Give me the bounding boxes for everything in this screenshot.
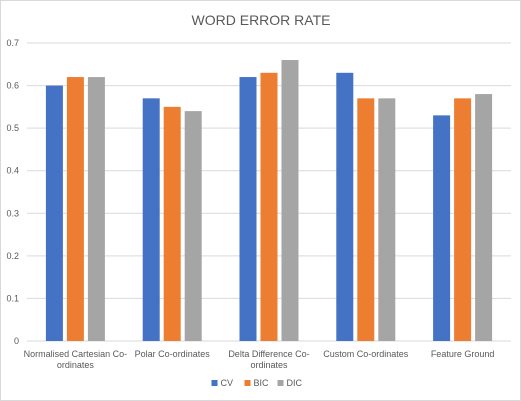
bar-cv [45, 85, 63, 341]
legend-label-bic: BIC [254, 378, 270, 388]
y-axis: 0 0.1 0.2 0.3 0.4 0.5 0.6 0.7 [6, 38, 19, 346]
bar-bic [163, 106, 181, 341]
x-category-label: Custom Co-ordinates [323, 349, 409, 359]
legend-swatch-dic [277, 380, 284, 386]
bar-dic [184, 111, 202, 341]
y-tick-label: 0.1 [6, 293, 19, 303]
bar-dic [475, 94, 493, 341]
y-tick-label: 0.7 [6, 38, 19, 48]
bar-dic [87, 77, 105, 342]
bar-cv [336, 72, 354, 342]
x-category-label: Delta Difference Co-ordinates [228, 349, 309, 370]
x-axis: Normalised Cartesian Co-ordinates Polar C… [24, 349, 495, 370]
bar-cv [142, 98, 160, 341]
chart-title: WORD ERROR RATE [192, 12, 331, 28]
x-category-label: Normalised Cartesian Co-ordinates [24, 349, 128, 370]
bar-dic [281, 60, 299, 342]
legend-swatch-bic [244, 380, 251, 386]
legend-label-cv: CV [221, 378, 234, 388]
bar-cv [239, 77, 257, 342]
legend-label-dic: DIC [287, 378, 303, 388]
bar-bic [66, 77, 84, 342]
y-tick-label: 0.4 [6, 166, 19, 176]
legend: CV BIC DIC [211, 378, 303, 388]
bar-dic [378, 98, 396, 341]
legend-swatch-cv [211, 380, 218, 386]
y-tick-label: 0.6 [6, 81, 19, 91]
bar-bic [357, 98, 375, 341]
y-tick-label: 0.2 [6, 251, 19, 261]
y-tick-label: 0.3 [6, 208, 19, 218]
bar-cv [433, 115, 451, 341]
y-tick-label: 0.5 [6, 123, 19, 133]
x-category-label: Feature Ground [431, 349, 495, 359]
y-tick-label: 0 [14, 336, 19, 346]
bar-bic [260, 72, 278, 342]
bar-bic [454, 98, 472, 341]
x-category-label: Polar Co-ordinates [135, 349, 211, 359]
bars [45, 60, 493, 342]
